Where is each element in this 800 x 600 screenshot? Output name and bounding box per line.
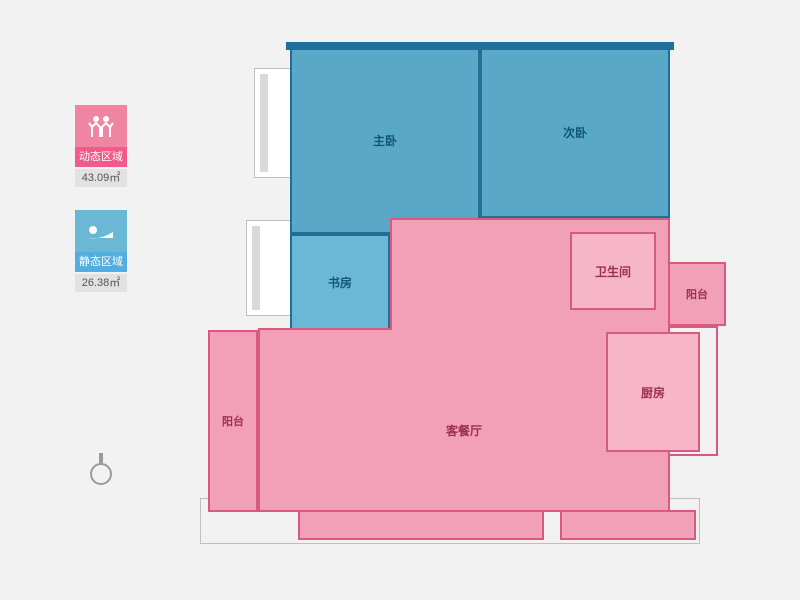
- stripe-mid-left: [252, 226, 260, 310]
- legend-dynamic: 动态区域 43.09㎡: [75, 105, 127, 187]
- room-label: 厨房: [641, 384, 665, 401]
- room-label: 阳台: [222, 413, 244, 429]
- legend-static-icon: [75, 210, 127, 252]
- room-label: 书房: [328, 274, 352, 291]
- compass-icon: [88, 455, 114, 487]
- room-label: 次卧: [563, 124, 587, 141]
- legend-dynamic-label: 动态区域: [75, 147, 127, 167]
- room-label: 客餐厅: [446, 422, 482, 439]
- room-balcony-right: 阳台: [668, 262, 726, 326]
- room-balcony-left: 阳台: [208, 330, 258, 512]
- floor-plan: 主卧 次卧 书房 客餐厅 卫生间 阳台 厨房 阳台: [200, 30, 730, 560]
- legend-static: 静态区域 26.38㎡: [75, 210, 127, 292]
- legend-static-value: 26.38㎡: [75, 274, 127, 292]
- room-master-bedroom: 主卧: [290, 46, 480, 234]
- room-label: 卫生间: [595, 263, 631, 280]
- kitchen-wall-notch: [668, 326, 718, 456]
- room-entry-strip-2: [560, 510, 696, 540]
- legend-dynamic-value: 43.09㎡: [75, 169, 127, 187]
- stripe-top-left: [260, 74, 268, 172]
- room-label: 阳台: [686, 286, 708, 302]
- room-bathroom: 卫生间: [570, 232, 656, 310]
- legend-dynamic-icon: [75, 105, 127, 147]
- room-study: 书房: [290, 234, 390, 330]
- legend-static-label: 静态区域: [75, 252, 127, 272]
- room-label: 主卧: [373, 132, 397, 149]
- room-entry-strip-1: [298, 510, 544, 540]
- sleeping-icon: [86, 222, 116, 240]
- room-second-bedroom: 次卧: [480, 46, 670, 218]
- plan-top-outline: [286, 42, 674, 50]
- people-icon: [87, 115, 115, 137]
